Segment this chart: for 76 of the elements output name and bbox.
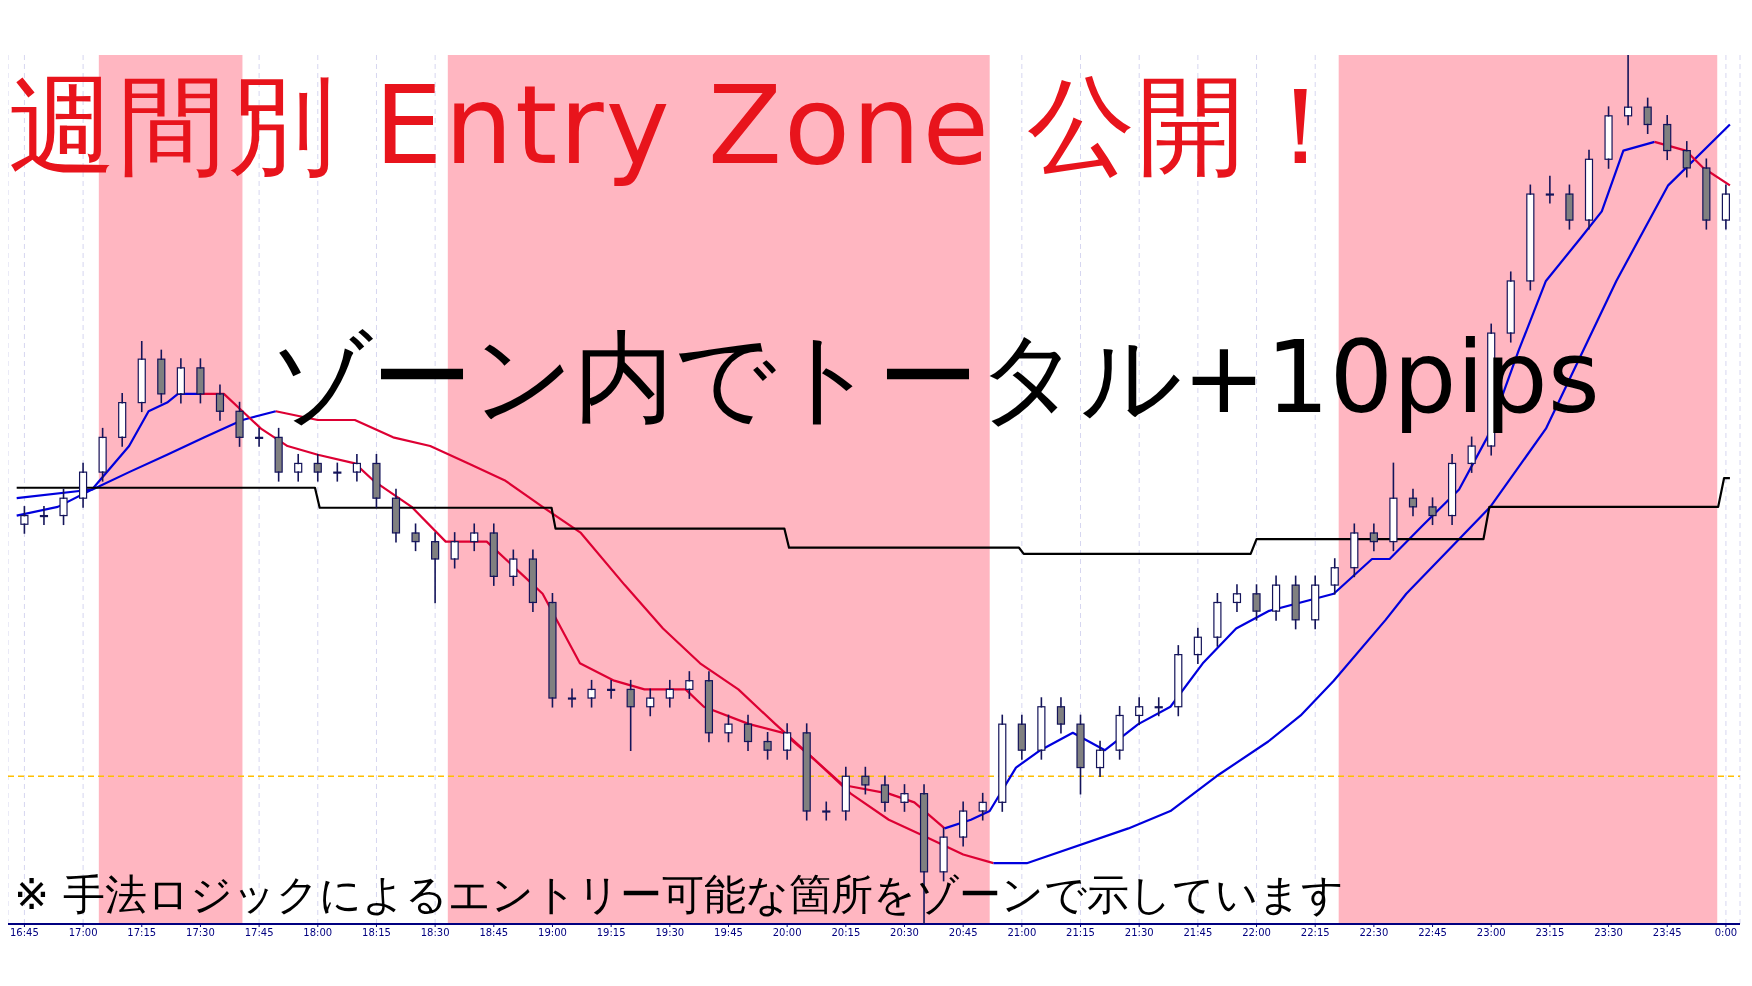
x-tick-label: 19:15 [596, 927, 626, 939]
candlestick [391, 488, 401, 543]
candlestick [137, 340, 146, 413]
x-tick-label: 21:00 [1007, 927, 1037, 939]
x-tick-label: 19:45 [714, 927, 743, 939]
candlestick [313, 453, 322, 482]
candlestick [1174, 645, 1183, 717]
candlestick [841, 766, 850, 821]
candlestick [783, 723, 792, 760]
x-tick-label: 17:30 [186, 927, 215, 939]
candlestick [157, 349, 166, 404]
x-tick-label: 18:00 [303, 927, 333, 939]
x-tick-label: 16:45 [10, 927, 39, 939]
x-tick-label: 0:00 [1714, 927, 1738, 939]
candlestick [1330, 558, 1339, 595]
x-tick-label: 20:45 [948, 927, 978, 939]
candlestick [1545, 175, 1554, 204]
candlestick [1369, 523, 1378, 552]
candlestick [1447, 453, 1457, 526]
x-tick-label: 18:30 [420, 927, 450, 939]
candlestick [489, 523, 498, 586]
x-tick-label: 22:15 [1300, 927, 1330, 939]
candlestick [743, 714, 753, 751]
x-tick-label: 23:15 [1535, 927, 1565, 939]
x-tick-label: 23:45 [1652, 927, 1682, 939]
x-tick-label: 19:30 [655, 927, 685, 939]
x-tick-label: 23:00 [1476, 927, 1506, 939]
candlestick [431, 532, 440, 604]
candlestick [215, 384, 225, 421]
candlestick [1056, 697, 1066, 734]
x-tick-label: 21:45 [1183, 927, 1213, 939]
x-tick-label: 17:15 [127, 927, 157, 939]
x-tick-label: 21:15 [1066, 927, 1095, 939]
x-tick-label: 18:15 [362, 927, 391, 939]
x-tick-label: 18:45 [479, 927, 509, 939]
candlestick [567, 688, 577, 708]
x-tick-label: 17:45 [244, 927, 274, 939]
x-tick-label: 19:00 [538, 927, 567, 939]
candlestick [1135, 697, 1144, 725]
candlestick [646, 688, 655, 717]
candlestick [1584, 149, 1594, 230]
candlestick [1624, 55, 1633, 126]
candlestick [1311, 575, 1320, 630]
x-tick-label: 20:00 [772, 927, 802, 939]
candlestick [1721, 184, 1730, 230]
candlestick [1408, 488, 1418, 517]
x-tick-label: 22:45 [1418, 927, 1447, 939]
candlestick [294, 453, 303, 482]
candlestick [78, 462, 88, 508]
candlestick [176, 358, 185, 404]
x-tick-label: 21:30 [1124, 927, 1154, 939]
candlestick [998, 714, 1007, 812]
candlestick [704, 671, 714, 743]
candlestick [118, 393, 127, 447]
candlestick [822, 801, 831, 821]
candlestick [1682, 141, 1691, 178]
candlestick [1095, 740, 1105, 778]
candlestick [528, 549, 537, 612]
x-tick-label: 22:30 [1359, 927, 1389, 939]
x-tick-label: 22:00 [1242, 927, 1271, 939]
candlestick [1271, 575, 1281, 621]
x-tick-label: 20:30 [890, 927, 919, 939]
candlestick [978, 792, 987, 821]
x-tick-label: 17:00 [68, 927, 98, 939]
candlestick [665, 679, 674, 708]
x-tick-label: 20:15 [831, 927, 861, 939]
candlestick [1193, 627, 1202, 665]
candlestick [470, 523, 479, 552]
candlestick [1017, 714, 1026, 760]
candlestick [1232, 584, 1242, 612]
candlestick [352, 453, 361, 482]
chart-title: 週間別 Entry Zone 公開！ [8, 63, 1358, 188]
x-tick-label: 23:30 [1594, 927, 1623, 939]
candlestick [1663, 115, 1672, 161]
candlestick [880, 775, 890, 812]
candlestick [959, 801, 968, 847]
